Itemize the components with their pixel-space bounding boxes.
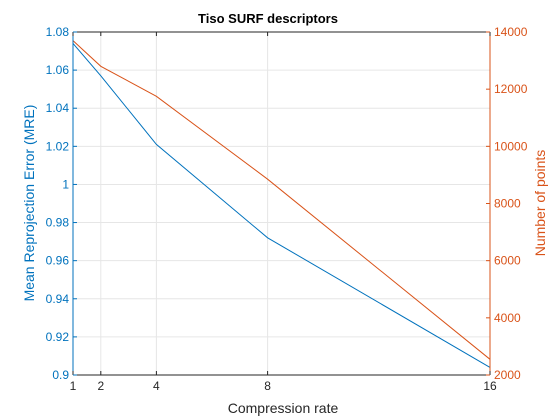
y-right-tick-label: 12000 (494, 82, 528, 96)
series-line-left (72, 43, 491, 368)
y-right-tick-label: 14000 (494, 25, 528, 39)
series-line-right (72, 40, 491, 360)
x-tick-label: 2 (97, 379, 104, 393)
x-tick-label: 16 (483, 379, 497, 393)
y-right-tick-label: 10000 (494, 139, 528, 153)
y-left-tick-label: 0.92 (46, 330, 70, 344)
x-axis-label: Compression rate (228, 400, 339, 416)
y-left-tick-label: 0.98 (46, 216, 70, 230)
y-right-tick-label: 2000 (494, 368, 521, 382)
x-tick-label: 4 (153, 379, 160, 393)
y-left-tick-label: 0.94 (46, 292, 70, 306)
y-left-tick-label: 1 (62, 177, 69, 191)
y-right-tick-label: 4000 (494, 311, 521, 325)
y-axis-right-label: Number of points (532, 150, 548, 257)
axes: 1 2 4 8 16 0.9 0.92 0.94 0.96 0.98 1 1.02 1.04 1.06 1.… (46, 25, 528, 393)
grid-lines (72, 31, 491, 376)
y-right-tick-label: 6000 (494, 254, 521, 268)
chart-title: Tiso SURF descriptors (198, 11, 338, 26)
y-left-tick-label: 1.06 (46, 63, 70, 77)
y-left-tick-label: 0.9 (52, 368, 69, 382)
x-tick-label: 8 (264, 379, 271, 393)
y-axis-left-label: Mean Reprojection Error (MRE) (21, 105, 37, 302)
y-right-tick-label: 8000 (494, 197, 521, 211)
y-left-tick-label: 1.02 (46, 139, 70, 153)
x-tick-label: 1 (70, 379, 77, 393)
y-left-tick-label: 1.08 (46, 25, 70, 39)
y-left-tick-label: 1.04 (46, 101, 70, 115)
y-left-tick-label: 0.96 (46, 254, 70, 268)
series-layer (72, 40, 491, 368)
